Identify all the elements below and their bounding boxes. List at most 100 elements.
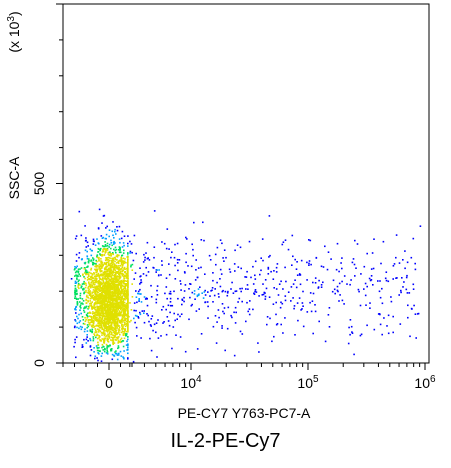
event-dot — [126, 322, 128, 325]
event-dot — [107, 305, 110, 308]
event-dot — [341, 267, 343, 270]
event-dot — [222, 310, 224, 313]
event-dot — [150, 296, 153, 298]
event-dot — [92, 238, 95, 241]
event-dot — [108, 327, 111, 329]
event-dot — [97, 359, 99, 362]
event-dot — [366, 324, 368, 327]
event-dot — [125, 302, 128, 305]
event-dot — [99, 298, 101, 301]
event-dot — [272, 278, 275, 280]
event-dot — [118, 269, 120, 271]
event-dot — [327, 251, 330, 253]
event-dot — [79, 305, 81, 308]
event-dot — [127, 298, 129, 301]
event-dot — [77, 271, 80, 274]
event-dot — [117, 283, 119, 286]
event-dot — [185, 236, 187, 239]
event-dot — [78, 256, 80, 259]
event-dot — [266, 323, 268, 326]
event-dot — [104, 299, 107, 301]
event-dot — [124, 314, 127, 317]
event-dot — [230, 314, 232, 317]
event-dot — [100, 355, 103, 357]
event-dot — [108, 337, 111, 339]
event-dot — [120, 281, 122, 283]
event-dot — [87, 340, 89, 342]
event-dot — [99, 283, 102, 285]
event-dot — [277, 294, 280, 296]
event-dot — [94, 265, 96, 268]
event-dot — [117, 281, 119, 283]
event-dot — [404, 250, 406, 252]
event-dot — [310, 263, 312, 266]
event-dot — [105, 330, 108, 332]
event-dot — [125, 306, 127, 309]
y-tick-label: 0 — [31, 359, 47, 367]
event-dot — [129, 250, 132, 253]
event-dot — [109, 291, 112, 293]
event-dot — [108, 263, 110, 265]
event-dot — [119, 297, 121, 299]
event-dot — [120, 256, 122, 259]
event-dot — [85, 271, 88, 274]
event-dot — [106, 325, 108, 328]
event-dot — [352, 258, 355, 260]
event-dot — [317, 287, 320, 289]
event-dot — [116, 256, 119, 258]
event-dot — [407, 304, 409, 307]
event-dot — [343, 303, 345, 305]
event-dot — [115, 266, 118, 269]
event-dot — [93, 262, 96, 265]
event-dot — [118, 278, 120, 280]
event-dot — [111, 300, 114, 302]
event-dot — [89, 330, 92, 333]
event-dot — [116, 333, 119, 335]
event-dot — [105, 257, 107, 259]
event-dot — [75, 308, 77, 311]
event-dot — [207, 317, 209, 319]
event-dot — [133, 309, 135, 312]
event-dot — [102, 273, 105, 276]
event-dot — [113, 237, 115, 239]
event-dot — [226, 327, 229, 330]
event-dot — [177, 313, 179, 316]
event-dot — [119, 272, 122, 275]
event-dot — [121, 296, 124, 299]
event-dot — [181, 303, 183, 306]
event-dot — [191, 243, 193, 246]
event-dot — [117, 262, 120, 265]
event-dot — [110, 269, 113, 271]
event-dot — [75, 356, 77, 359]
event-dot — [112, 302, 115, 304]
event-dot — [234, 322, 237, 324]
event-dot — [119, 302, 122, 304]
event-dot — [114, 278, 117, 280]
event-dot — [104, 288, 107, 290]
event-dot — [235, 290, 238, 292]
event-dot — [105, 251, 107, 253]
event-dot — [117, 296, 120, 298]
event-dot — [244, 276, 246, 278]
event-dot — [94, 289, 97, 292]
event-dot — [74, 290, 76, 293]
event-dot — [104, 307, 106, 309]
event-dot — [406, 261, 409, 264]
event-dot — [113, 320, 115, 323]
event-dot — [83, 268, 86, 270]
event-dot — [90, 260, 92, 262]
event-dot — [102, 310, 104, 313]
event-dot — [101, 267, 103, 269]
event-dot — [106, 274, 108, 277]
event-dot — [107, 297, 110, 299]
event-dot — [111, 318, 114, 321]
event-dot — [252, 265, 254, 268]
event-dot — [416, 313, 419, 315]
event-dot — [112, 277, 114, 280]
event-dot — [111, 292, 114, 294]
event-dot — [86, 312, 89, 315]
event-dot — [91, 286, 94, 288]
event-dot — [119, 268, 121, 271]
event-dot — [237, 301, 239, 303]
event-dot — [127, 315, 129, 317]
